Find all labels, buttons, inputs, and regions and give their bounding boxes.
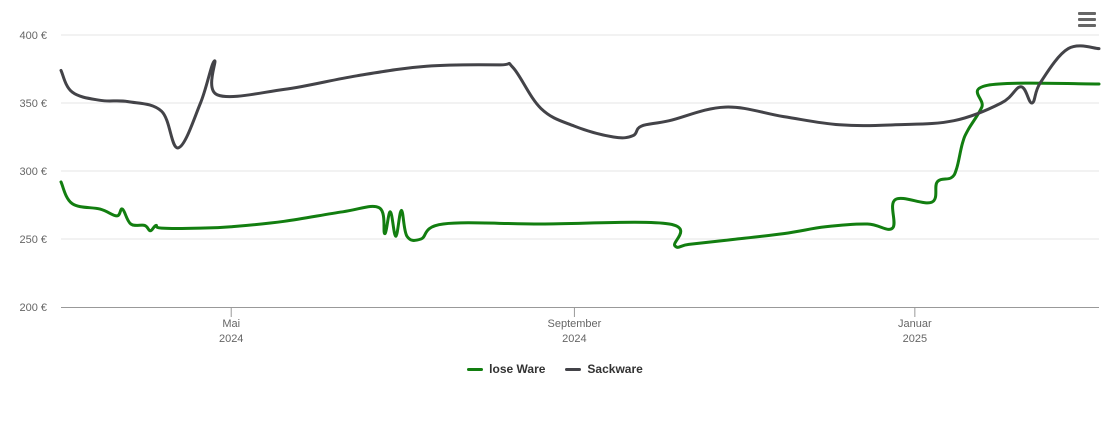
- legend-item-lose-ware[interactable]: lose Ware: [467, 362, 545, 376]
- legend-label-lose-ware: lose Ware: [489, 362, 546, 376]
- legend-swatch-lose-ware: [467, 367, 484, 371]
- x-tick-label: September: [548, 318, 602, 330]
- hamburger-menu-icon[interactable]: [1078, 12, 1096, 28]
- legend-label-sackware: Sackware: [587, 362, 643, 376]
- x-tick-label: 2025: [903, 333, 927, 345]
- x-tick-label: Januar: [898, 318, 932, 330]
- x-tick-label: 2024: [562, 333, 586, 345]
- y-tick-label: 350 €: [19, 98, 47, 110]
- y-tick-label: 250 €: [19, 234, 47, 246]
- y-tick-label: 300 €: [19, 166, 47, 178]
- series-line-lose-ware: [59, 81, 1101, 249]
- legend-item-sackware[interactable]: Sackware: [565, 362, 643, 376]
- y-tick-label: 200 €: [19, 302, 47, 314]
- series-line-sackware: [59, 44, 1101, 150]
- x-tick-label: 2024: [219, 333, 243, 345]
- legend: lose Ware Sackware: [0, 362, 1110, 376]
- y-tick-label: 400 €: [19, 30, 47, 42]
- x-tick-label: Mai: [222, 318, 240, 330]
- legend-swatch-sackware: [565, 367, 582, 371]
